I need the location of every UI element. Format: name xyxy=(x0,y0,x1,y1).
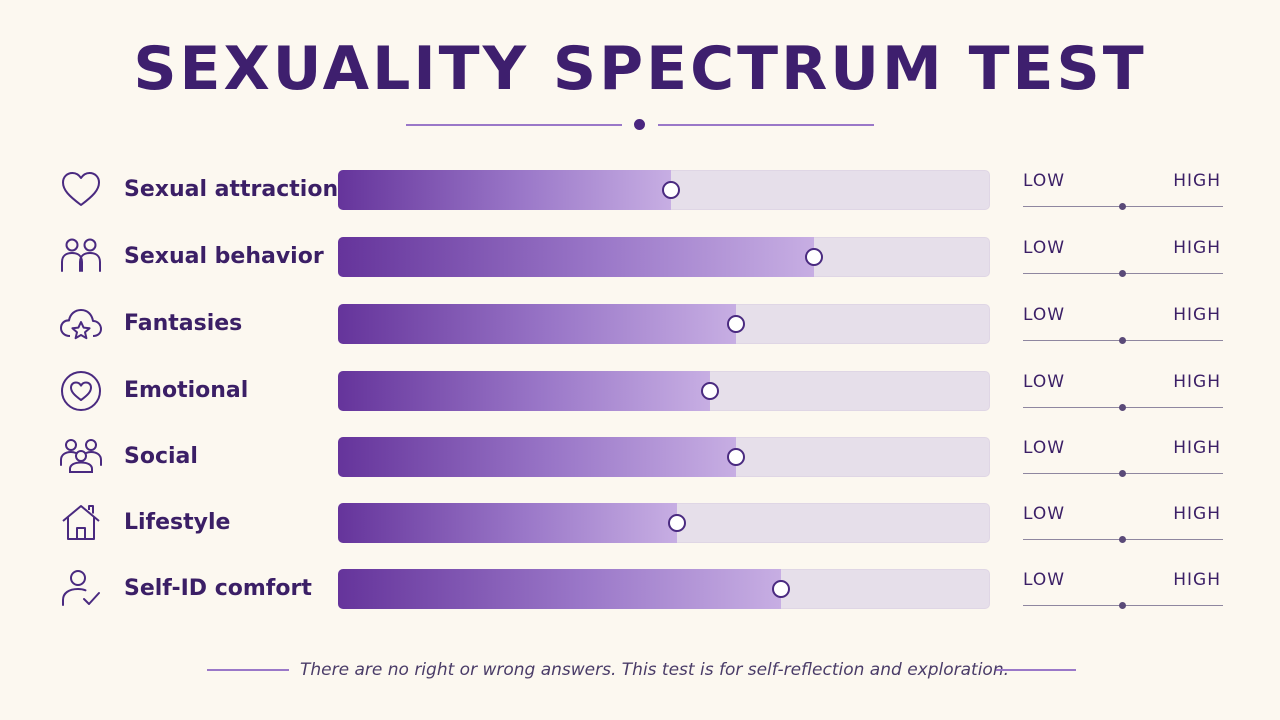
slider-fill xyxy=(338,170,671,210)
group-icon xyxy=(58,435,104,479)
people-icon xyxy=(58,235,104,279)
scale-midpoint xyxy=(1119,602,1126,609)
slider-handle[interactable] xyxy=(772,580,791,598)
scale-high-label: HIGH xyxy=(1173,504,1221,524)
scale-high-label: HIGH xyxy=(1173,238,1221,258)
scale-low-label: LOW xyxy=(1023,238,1066,258)
row-label: Self-ID comfort xyxy=(124,576,312,601)
scale-midpoint xyxy=(1119,270,1126,277)
slider-handle[interactable] xyxy=(661,181,680,199)
scale-high-label: HIGH xyxy=(1173,372,1221,392)
scale-legend: LOW HIGH xyxy=(1023,168,1223,212)
row-sexual-behavior: Sexual behavior LOW HIGH xyxy=(0,235,1280,279)
scale-legend: LOW HIGH xyxy=(1023,302,1223,346)
spectrum-slider[interactable] xyxy=(338,170,990,210)
slider-fill xyxy=(338,437,736,477)
slider-handle[interactable] xyxy=(726,448,745,466)
scale-legend: LOW HIGH xyxy=(1023,435,1223,479)
page-title: SEXUALITY SPECTRUM TEST xyxy=(133,34,1147,104)
slider-fill xyxy=(338,371,710,411)
scale-midpoint xyxy=(1119,203,1126,210)
scale-high-label: HIGH xyxy=(1173,438,1221,458)
spectrum-slider[interactable] xyxy=(338,304,990,344)
scale-midpoint xyxy=(1119,337,1126,344)
scale-legend: LOW HIGH xyxy=(1023,369,1223,413)
title-divider xyxy=(406,118,874,132)
home-icon xyxy=(58,501,104,545)
slider-fill xyxy=(338,237,814,277)
spectrum-slider[interactable] xyxy=(338,503,990,543)
scale-low-label: LOW xyxy=(1023,570,1066,590)
scale-low-label: LOW xyxy=(1023,438,1066,458)
slider-fill xyxy=(338,304,736,344)
row-label: Sexual attraction xyxy=(124,177,339,202)
scale-legend: LOW HIGH xyxy=(1023,501,1223,545)
slider-fill xyxy=(338,569,782,609)
spectrum-slider[interactable] xyxy=(338,371,990,411)
scale-midpoint xyxy=(1119,404,1126,411)
row-self-id-comfort: Self-ID comfort LOW HIGH xyxy=(0,567,1280,611)
spectrum-slider[interactable] xyxy=(338,437,990,477)
circle-heart-icon xyxy=(58,369,104,413)
row-sexual-attraction: Sexual attraction LOW HIGH xyxy=(0,168,1280,212)
scale-midpoint xyxy=(1119,536,1126,543)
row-fantasies: Fantasies LOW HIGH xyxy=(0,302,1280,346)
scale-low-label: LOW xyxy=(1023,305,1066,325)
row-emotional: Emotional LOW HIGH xyxy=(0,369,1280,413)
scale-legend: LOW HIGH xyxy=(1023,235,1223,279)
slider-fill xyxy=(338,503,678,543)
row-label: Emotional xyxy=(124,378,249,403)
row-label: Lifestyle xyxy=(124,510,231,535)
footer-note: There are no right or wrong answers. Thi… xyxy=(300,660,1010,680)
row-social: Social LOW HIGH xyxy=(0,435,1280,479)
row-lifestyle: Lifestyle LOW HIGH xyxy=(0,501,1280,545)
heart-icon xyxy=(58,168,104,212)
scale-high-label: HIGH xyxy=(1173,570,1221,590)
scale-midpoint xyxy=(1119,470,1126,477)
footer-divider-right xyxy=(996,669,1076,671)
scale-high-label: HIGH xyxy=(1173,171,1221,191)
cloud-star-icon xyxy=(58,302,104,346)
scale-legend: LOW HIGH xyxy=(1023,567,1223,611)
row-label: Social xyxy=(124,444,198,469)
scale-low-label: LOW xyxy=(1023,171,1066,191)
slider-handle[interactable] xyxy=(668,514,687,532)
scale-low-label: LOW xyxy=(1023,504,1066,524)
footer-divider-left xyxy=(207,669,289,671)
scale-low-label: LOW xyxy=(1023,372,1066,392)
slider-handle[interactable] xyxy=(804,248,823,266)
row-label: Sexual behavior xyxy=(124,244,324,269)
footer: There are no right or wrong answers. Thi… xyxy=(0,656,1280,684)
slider-handle[interactable] xyxy=(726,315,745,333)
spectrum-slider[interactable] xyxy=(338,569,990,609)
slider-handle[interactable] xyxy=(700,382,719,400)
row-label: Fantasies xyxy=(124,311,243,336)
spectrum-slider[interactable] xyxy=(338,237,990,277)
user-check-icon xyxy=(58,567,104,611)
scale-high-label: HIGH xyxy=(1173,305,1221,325)
